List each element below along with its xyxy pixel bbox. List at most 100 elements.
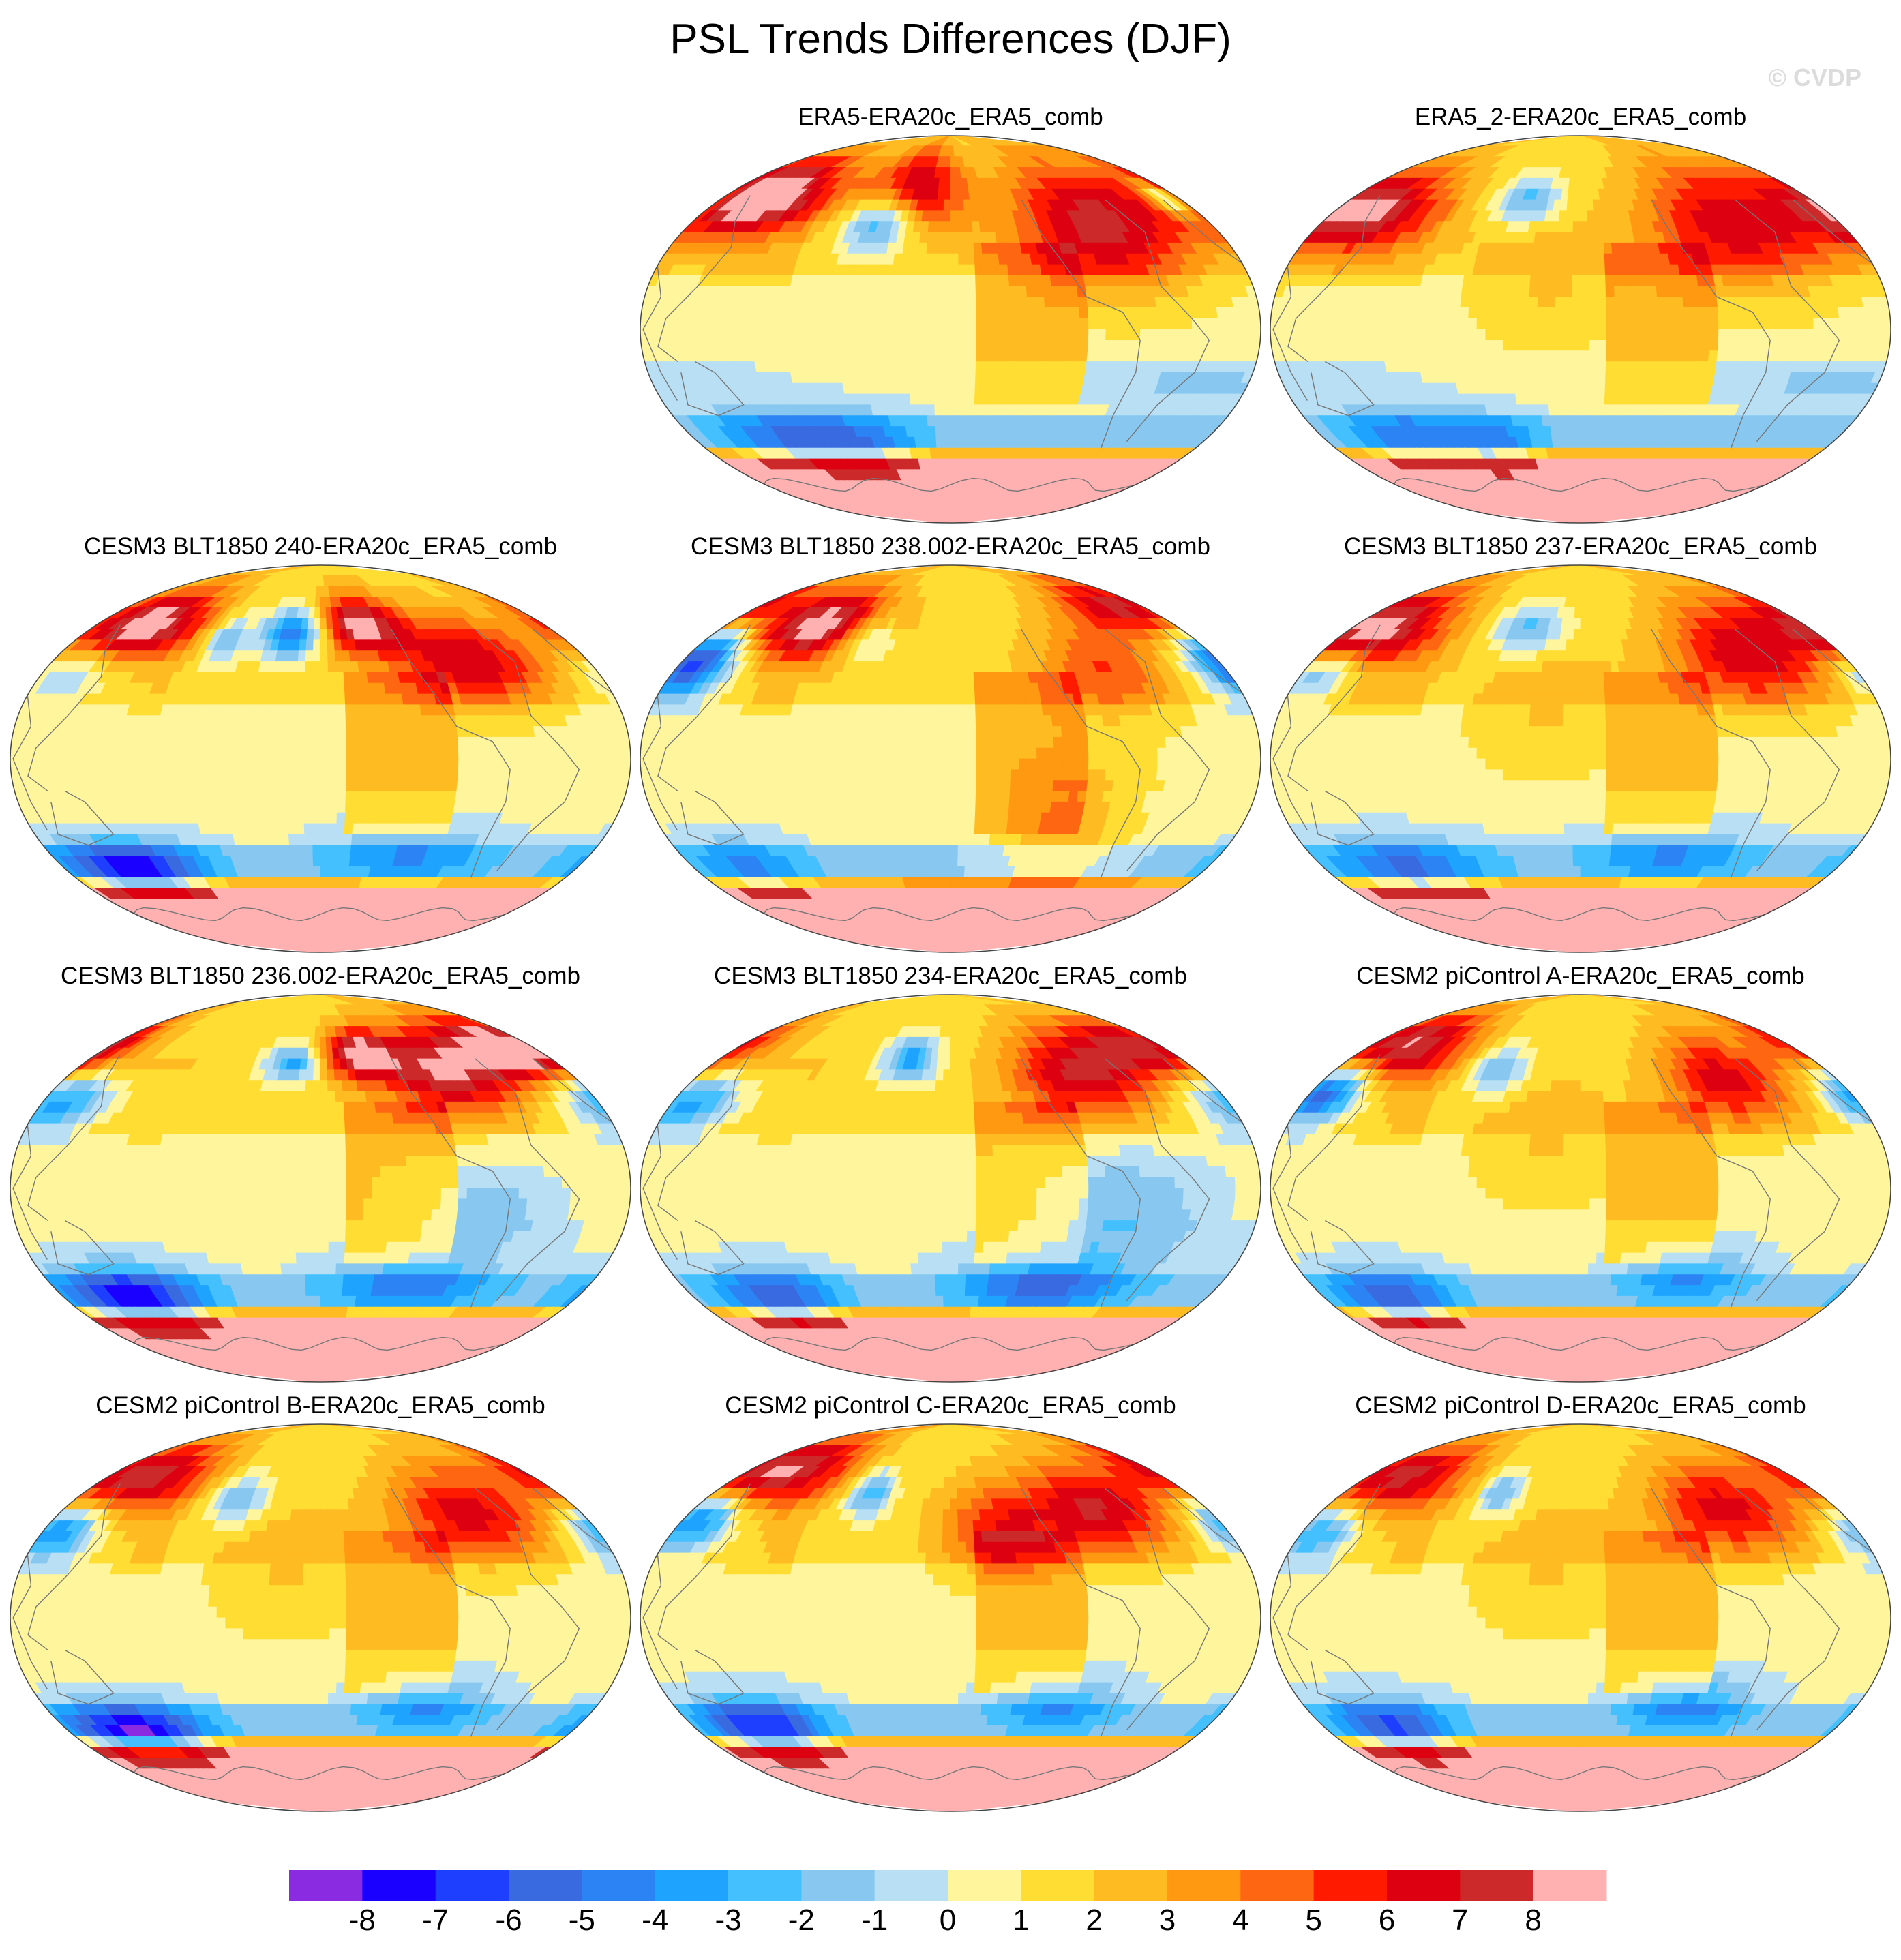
colorbar-tick-label: -4 xyxy=(628,1902,683,1939)
psl-trend-map xyxy=(10,994,631,1383)
panel-title: ERA5_2-ERA20c_ERA5_comb xyxy=(1266,102,1896,132)
colorbar-tick-label: -3 xyxy=(701,1902,755,1939)
map-border xyxy=(10,994,631,1383)
coastlines xyxy=(642,1054,1244,1351)
map-border xyxy=(10,1423,631,1812)
colorbar-tick-label: -6 xyxy=(481,1902,536,1939)
colorbar-swatch xyxy=(1460,1870,1534,1901)
coastlines xyxy=(642,1483,1244,1781)
map-border xyxy=(1270,994,1891,1383)
psl-trend-map xyxy=(1270,1423,1891,1812)
colorbar-tick-label: 6 xyxy=(1360,1902,1414,1939)
map-panel-pic-c: CESM2 piControl C-ERA20c_ERA5_comb xyxy=(635,1391,1266,1820)
map-panel-blt-234: CESM3 BLT1850 234-ERA20c_ERA5_comb xyxy=(635,961,1266,1391)
psl-trend-map xyxy=(1270,564,1891,953)
coastlines xyxy=(1272,1054,1874,1351)
colorbar-tick-label: 1 xyxy=(993,1902,1048,1939)
map-panel-blt-240: CESM3 BLT1850 240-ERA20c_ERA5_comb xyxy=(5,532,635,961)
coastlines xyxy=(642,195,1244,492)
watermark: © CVDP xyxy=(1768,63,1861,93)
colorbar-tick-label: 8 xyxy=(1506,1902,1561,1939)
map-panel-era5-2: ERA5_2-ERA20c_ERA5_comb xyxy=(1266,102,1896,532)
colorbar-swatch xyxy=(289,1870,363,1901)
shaded-field xyxy=(1270,565,1891,952)
psl-trend-map xyxy=(1270,135,1891,524)
colorbar-swatch xyxy=(1021,1870,1095,1901)
colorbar-swatch xyxy=(655,1870,729,1901)
panel-title: CESM3 BLT1850 236.002-ERA20c_ERA5_comb xyxy=(5,961,635,991)
map-panel-pic-d: CESM2 piControl D-ERA20c_ERA5_comb xyxy=(1266,1391,1896,1820)
panel-title: CESM3 BLT1850 234-ERA20c_ERA5_comb xyxy=(635,961,1266,991)
colorbar-tick-label: 5 xyxy=(1287,1902,1341,1939)
colorbar-swatch xyxy=(1094,1870,1168,1901)
colorbar-swatch xyxy=(948,1870,1021,1901)
colorbar-tick-label: -7 xyxy=(408,1902,463,1939)
coastlines xyxy=(12,1054,614,1351)
map-panel-era5: ERA5-ERA20c_ERA5_comb xyxy=(635,102,1266,532)
colorbar-swatch xyxy=(728,1870,802,1901)
colorbar-tick-label: -5 xyxy=(554,1902,609,1939)
colorbar-swatch xyxy=(435,1870,509,1901)
colorbar-tick-label: -8 xyxy=(335,1902,389,1939)
panel-title: CESM2 piControl A-ERA20c_ERA5_comb xyxy=(1266,961,1896,991)
psl-trend-map xyxy=(640,135,1261,524)
colorbar-swatch xyxy=(1533,1870,1607,1901)
figure-title: PSL Trends Differences (DJF) xyxy=(0,12,1901,67)
map-panel-blt-238: CESM3 BLT1850 238.002-ERA20c_ERA5_comb xyxy=(635,532,1266,961)
psl-trend-map xyxy=(640,1423,1261,1812)
shaded-field xyxy=(640,1424,1261,1811)
colorbar-swatch xyxy=(874,1870,948,1901)
coastlines xyxy=(1272,195,1874,492)
coastlines xyxy=(1272,1483,1874,1781)
map-panel-pic-b: CESM2 piControl B-ERA20c_ERA5_comb xyxy=(5,1391,635,1820)
colorbar-tick-label: -1 xyxy=(848,1902,902,1939)
shaded-field xyxy=(1270,995,1891,1382)
shaded-field xyxy=(640,565,1261,952)
psl-trend-map xyxy=(10,1423,631,1812)
colorbar-tick-label: 0 xyxy=(920,1902,975,1939)
panel-title: CESM3 BLT1850 238.002-ERA20c_ERA5_comb xyxy=(635,532,1266,562)
psl-trend-map xyxy=(1270,994,1891,1383)
shaded-field xyxy=(1270,1424,1891,1811)
shaded-field xyxy=(10,995,631,1382)
map-border xyxy=(640,1423,1261,1812)
coastlines xyxy=(642,624,1244,922)
colorbar-swatch xyxy=(801,1870,875,1901)
panel-title: CESM2 piControl C-ERA20c_ERA5_comb xyxy=(635,1391,1266,1421)
map-border xyxy=(640,994,1261,1383)
colorbar-tick-label: 2 xyxy=(1067,1902,1122,1939)
shaded-field xyxy=(640,995,1261,1382)
colorbar-swatch xyxy=(362,1870,436,1901)
colorbar-swatch xyxy=(1313,1870,1388,1901)
map-border xyxy=(640,135,1261,524)
panel-title: ERA5-ERA20c_ERA5_comb xyxy=(635,102,1266,132)
coastlines xyxy=(1272,624,1874,922)
colorbar-swatch xyxy=(1387,1870,1461,1901)
psl-trend-map xyxy=(10,564,631,953)
psl-trend-map xyxy=(640,994,1261,1383)
colorbar-swatch xyxy=(1240,1870,1315,1901)
map-border xyxy=(1270,1423,1891,1812)
panel-title: CESM3 BLT1850 240-ERA20c_ERA5_comb xyxy=(5,532,635,562)
shaded-field xyxy=(10,565,631,952)
colorbar-tick-label: 7 xyxy=(1433,1902,1487,1939)
shaded-field xyxy=(1270,136,1891,523)
map-panel-blt-236: CESM3 BLT1850 236.002-ERA20c_ERA5_comb xyxy=(5,961,635,1391)
map-border xyxy=(1270,135,1891,524)
shaded-field xyxy=(10,1424,631,1811)
colorbar-tick-label: 4 xyxy=(1213,1902,1268,1939)
colorbar-swatch xyxy=(1167,1870,1241,1901)
map-panel-blt-237: CESM3 BLT1850 237-ERA20c_ERA5_comb xyxy=(1266,532,1896,961)
colorbar-swatch xyxy=(509,1870,582,1901)
map-border xyxy=(10,564,631,953)
map-panel-pic-a: CESM2 piControl A-ERA20c_ERA5_comb xyxy=(1266,961,1896,1391)
map-border xyxy=(640,564,1261,953)
colorbar-tick-label: -2 xyxy=(774,1902,828,1939)
panel-title: CESM2 piControl D-ERA20c_ERA5_comb xyxy=(1266,1391,1896,1421)
colorbar-tick-label: 3 xyxy=(1140,1902,1195,1939)
panel-title: CESM3 BLT1850 237-ERA20c_ERA5_comb xyxy=(1266,532,1896,562)
colorbar-swatch xyxy=(582,1870,656,1901)
coastlines xyxy=(12,1483,614,1781)
map-border xyxy=(1270,564,1891,953)
coastlines xyxy=(12,624,614,922)
